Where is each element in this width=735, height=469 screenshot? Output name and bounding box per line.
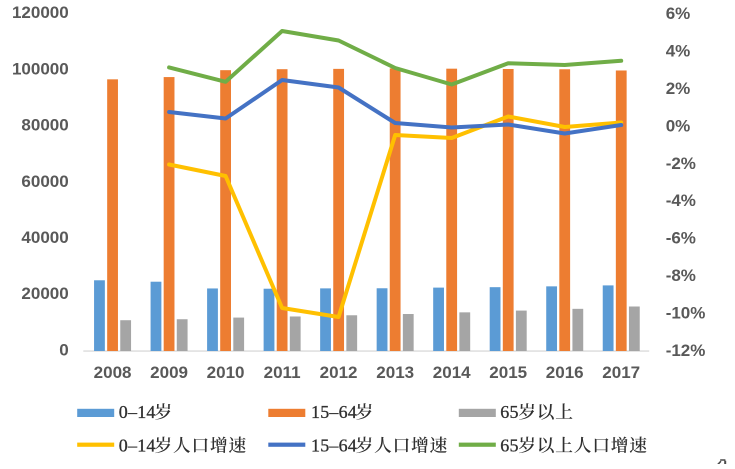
svg-text:15–64: 15–64 xyxy=(311,436,357,456)
svg-text:-10%: -10% xyxy=(666,304,706,323)
svg-text:4%: 4% xyxy=(666,41,691,60)
svg-text:-8%: -8% xyxy=(666,266,696,285)
svg-text:40000: 40000 xyxy=(21,228,68,247)
svg-text:6%: 6% xyxy=(666,4,691,23)
svg-text:2012: 2012 xyxy=(320,363,358,382)
svg-text:0: 0 xyxy=(59,340,68,359)
svg-text:2%: 2% xyxy=(666,79,691,98)
svg-text:2010: 2010 xyxy=(207,363,245,382)
svg-text:80000: 80000 xyxy=(21,116,68,135)
svg-text:15–64: 15–64 xyxy=(311,402,357,422)
svg-text:120000: 120000 xyxy=(12,3,69,22)
svg-text:2015: 2015 xyxy=(489,363,527,382)
svg-text:65: 65 xyxy=(500,436,518,456)
svg-text:0–14: 0–14 xyxy=(119,402,156,422)
svg-text:100000: 100000 xyxy=(12,59,69,78)
svg-text:-4%: -4% xyxy=(666,191,696,210)
svg-text:0%: 0% xyxy=(666,116,691,135)
svg-text:2009: 2009 xyxy=(150,363,188,382)
svg-text:-12%: -12% xyxy=(666,341,706,360)
svg-text:65: 65 xyxy=(500,402,518,422)
svg-text:2017: 2017 xyxy=(602,363,640,382)
svg-text:2008: 2008 xyxy=(94,363,132,382)
svg-text:2014: 2014 xyxy=(433,363,471,382)
svg-text:-2%: -2% xyxy=(666,154,696,173)
svg-text:0–14: 0–14 xyxy=(119,436,156,456)
svg-text:-6%: -6% xyxy=(666,229,696,248)
svg-text:2016: 2016 xyxy=(546,363,584,382)
svg-text:2011: 2011 xyxy=(264,363,301,382)
svg-text:60000: 60000 xyxy=(21,172,68,191)
svg-text:2013: 2013 xyxy=(376,363,414,382)
svg-text:20000: 20000 xyxy=(21,284,68,303)
